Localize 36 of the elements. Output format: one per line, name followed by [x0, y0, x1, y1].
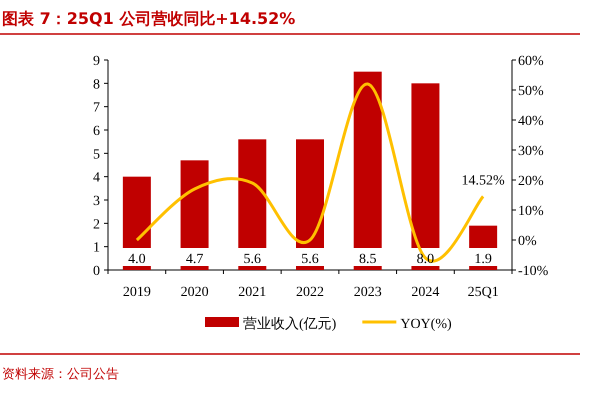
y-tick-label: 2 — [93, 217, 100, 232]
y2-tick-label: 60% — [518, 54, 544, 69]
y2-tick-label: 20% — [518, 174, 544, 189]
y2-tick-label: -10% — [518, 264, 549, 279]
y-tick-label: 4 — [93, 170, 100, 186]
y-tick-label: 6 — [93, 124, 100, 139]
x-tick-label: 2019 — [122, 285, 151, 300]
data-label: 1.9 — [474, 252, 492, 267]
data-label: 14.52% — [462, 173, 506, 188]
legend-label: 营业收入(亿元) — [243, 316, 337, 332]
y-tick-label: 3 — [93, 194, 100, 209]
y2-tick-label: 10% — [518, 204, 544, 219]
data-label: 5.6 — [301, 252, 319, 267]
y-tick-label: 0 — [93, 264, 100, 279]
data-label: 4.0 — [128, 252, 146, 267]
x-tick-label: 2023 — [354, 285, 382, 300]
x-tick-label: 2022 — [296, 285, 324, 300]
x-tick-label: 2021 — [238, 285, 266, 300]
y-tick-label: 7 — [93, 100, 100, 116]
data-label: 5.6 — [244, 252, 262, 267]
y-tick-label: 8 — [93, 77, 100, 92]
y2-tick-label: 30% — [518, 144, 544, 159]
y2-tick-label: 0% — [518, 234, 537, 249]
x-tick-label: 25Q1 — [468, 285, 499, 300]
legend-label: YOY(%) — [400, 317, 452, 332]
y-tick-label: 1 — [93, 240, 100, 256]
y2-tick-label: 50% — [518, 84, 544, 99]
y2-tick-label: 40% — [518, 114, 544, 129]
y-tick-label: 9 — [93, 54, 100, 69]
data-label: 4.7 — [186, 252, 204, 267]
x-tick-label: 2020 — [180, 285, 209, 300]
y-tick-label: 5 — [93, 147, 100, 162]
text: 资料来源：公司公告 — [2, 367, 119, 382]
chart-title: 图表 7：25Q1 公司营收同比+14.52% — [2, 9, 296, 28]
data-label: 8.5 — [358, 252, 376, 267]
x-tick-label: 2024 — [411, 285, 440, 300]
